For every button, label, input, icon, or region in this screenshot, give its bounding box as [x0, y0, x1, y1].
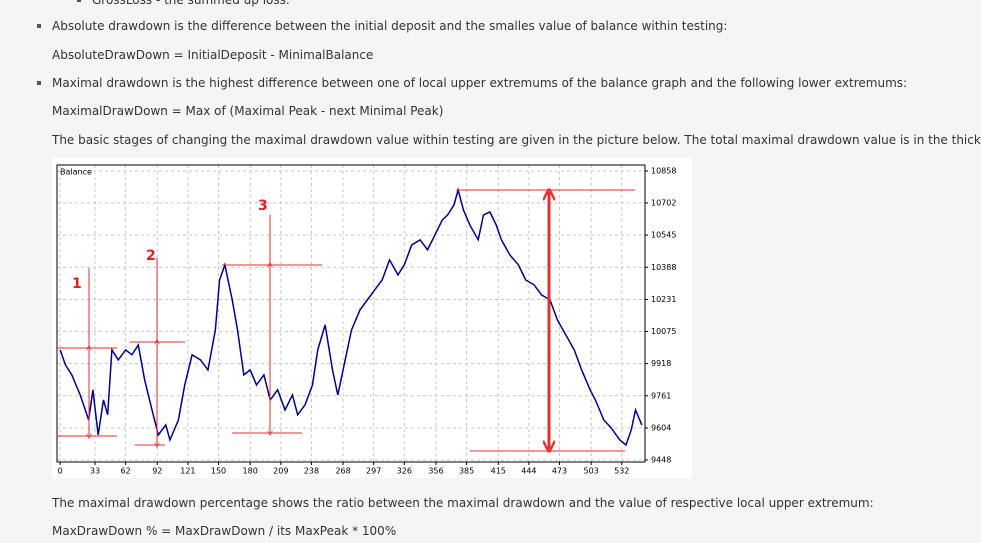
annotation-label: 1 — [72, 276, 82, 292]
annotation-label: 3 — [258, 198, 268, 214]
x-tick-label: 209 — [273, 467, 288, 476]
y-tick-label: 10545 — [651, 231, 676, 240]
y-tick-label: 9761 — [651, 391, 671, 400]
x-tick-label: 33 — [90, 467, 100, 476]
y-tick-label: 10858 — [651, 166, 676, 175]
y-tick-label: 10388 — [651, 263, 676, 272]
drawdown-annotations — [57, 190, 635, 451]
y-tick-label: 10075 — [651, 327, 676, 336]
x-tick-label: 532 — [614, 467, 629, 476]
formula: MaximalDrawDown = Max of (Maximal Peak -… — [52, 104, 444, 118]
bullet-text: Maximal drawdown is the highest differen… — [36, 76, 908, 90]
x-tick-label: 444 — [521, 467, 536, 476]
formula: MaxDrawDown % = MaxDrawDown / its MaxPea… — [52, 524, 397, 538]
x-tick-label: 326 — [397, 467, 412, 476]
y-tick-label: 9448 — [651, 455, 671, 464]
formula: AbsoluteDrawDown = InitialDeposit - Mini… — [52, 48, 374, 62]
x-tick-label: 92 — [152, 467, 162, 476]
x-tick-label: 238 — [304, 467, 319, 476]
plot-border — [56, 164, 646, 463]
x-tick-label: 415 — [491, 467, 506, 476]
x-tick-label: 268 — [335, 467, 350, 476]
x-tick-label: 0 — [58, 467, 63, 476]
y-tick-label: 9604 — [651, 423, 671, 432]
x-tick-label: 473 — [552, 467, 567, 476]
y-tick-label: 10231 — [651, 295, 676, 304]
paragraph: The maximal drawdown percentage shows th… — [52, 496, 874, 510]
x-tick-label: 62 — [121, 467, 131, 476]
balance-line — [59, 187, 643, 447]
paragraph: The basic stages of changing the maximal… — [52, 133, 981, 147]
figure: Balance 10858 10702 10545 10388 10231 10075 99… — [52, 158, 692, 478]
chart: Balance 10858 10702 10545 10388 10231 10075 99… — [56, 164, 676, 476]
x-tick-label: 297 — [366, 467, 381, 476]
top-fragment: GrossLoss - the summed up loss. — [77, 0, 290, 8]
y-tick-label: 9918 — [651, 359, 671, 368]
x-tick-label: 503 — [584, 467, 599, 476]
x-tick-label: 150 — [211, 467, 226, 476]
x-tick-label: 356 — [428, 467, 443, 476]
x-tick-label: 180 — [243, 467, 258, 476]
x-tick-label: 385 — [459, 467, 474, 476]
y-tick-label: 10702 — [651, 198, 676, 207]
x-tick-label: 121 — [180, 467, 195, 476]
series-label: Balance — [60, 168, 92, 177]
annotation-label: 2 — [146, 248, 156, 264]
bullet-text: Absolute drawdown is the difference betw… — [36, 19, 728, 33]
